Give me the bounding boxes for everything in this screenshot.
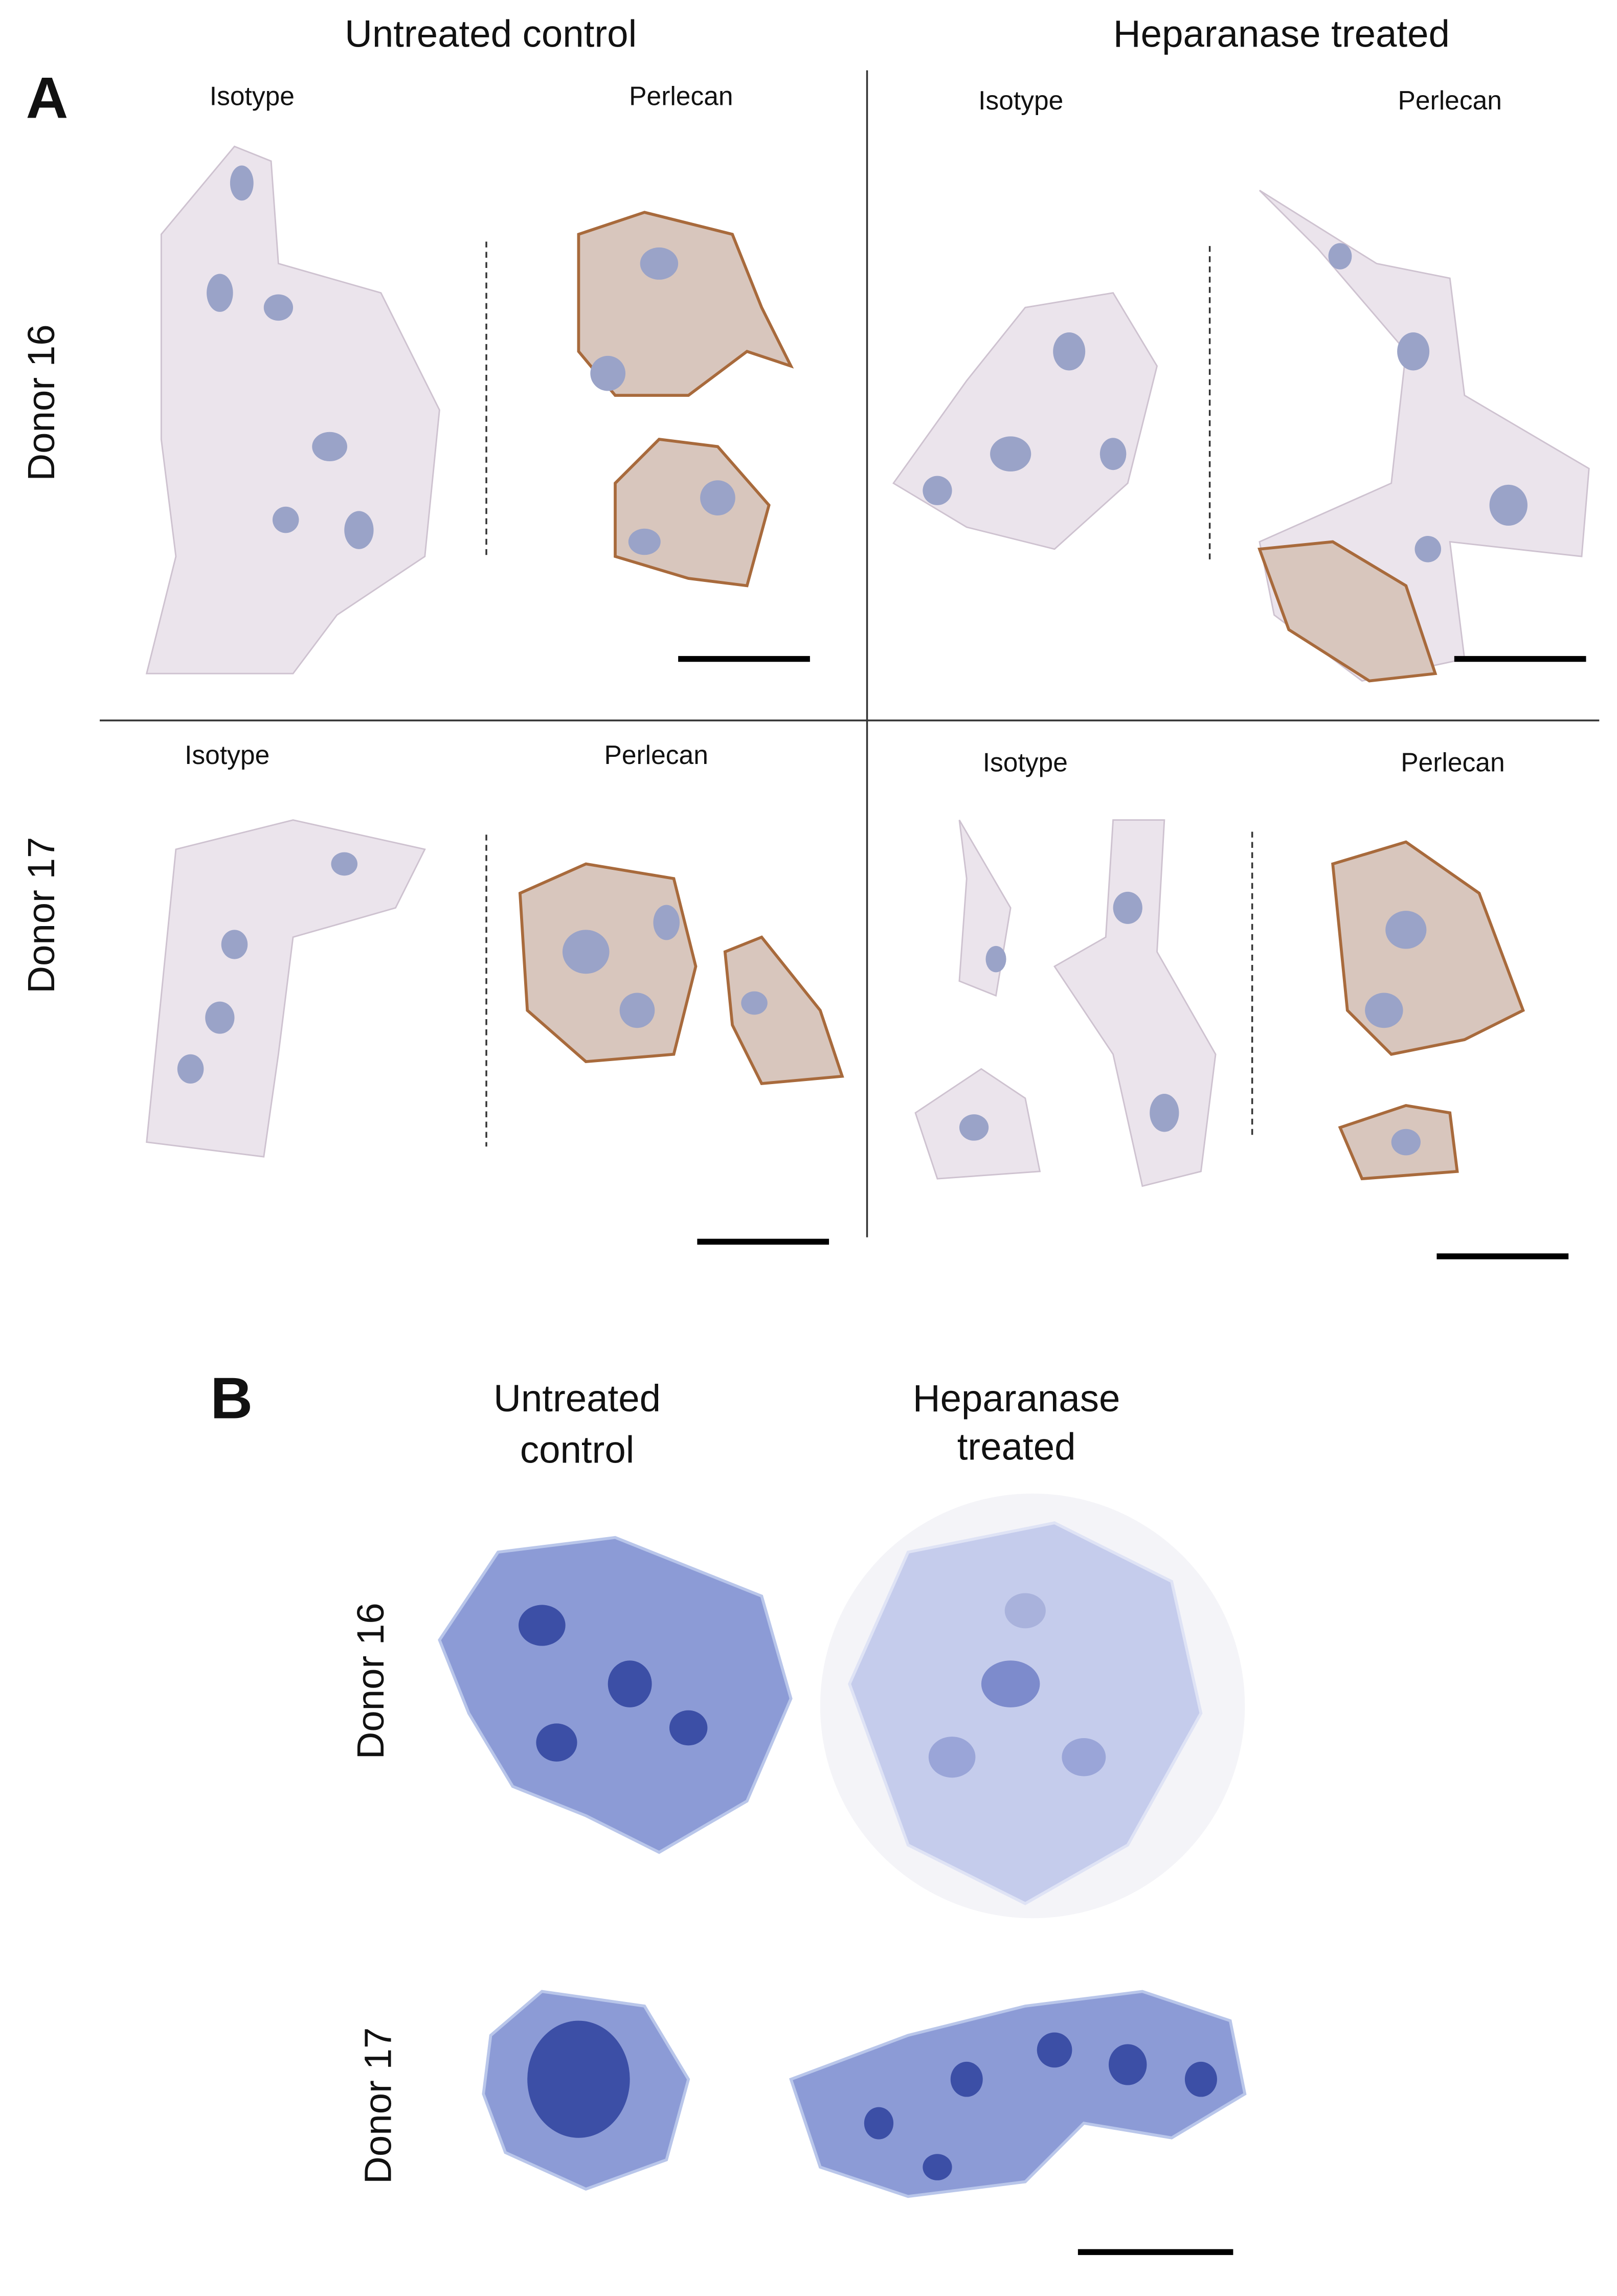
column-header: Untreated xyxy=(493,1377,661,1420)
subpanel-label: Perlecan xyxy=(1401,747,1504,777)
micrograph xyxy=(820,1493,1245,1919)
micrograph xyxy=(1331,840,1525,1181)
micrograph xyxy=(577,211,794,588)
column-header: Untreated control xyxy=(345,12,637,55)
micrograph xyxy=(892,292,1158,550)
micrograph xyxy=(1257,190,1590,683)
micrograph xyxy=(482,1990,690,2191)
micrograph xyxy=(438,1536,793,1854)
column-header: treated xyxy=(957,1426,1076,1468)
panel-label: A xyxy=(26,65,69,131)
row-label: Donor 16 xyxy=(349,1603,392,1759)
subpanel-label: Perlecan xyxy=(1398,85,1502,115)
subpanel-label: Isotype xyxy=(210,81,295,110)
subpanel-label: Perlecan xyxy=(604,740,708,770)
panel-label: B xyxy=(210,1366,253,1431)
column-header: Heparanase xyxy=(913,1377,1120,1420)
column-header: Heparanase treated xyxy=(1113,12,1450,55)
column-header: control xyxy=(520,1428,634,1471)
subpanel-label: Isotype xyxy=(978,85,1063,115)
subpanel-label: Isotype xyxy=(983,747,1068,777)
micrograph xyxy=(145,145,440,674)
row-label: Donor 16 xyxy=(20,324,62,481)
subpanel-label: Perlecan xyxy=(629,81,733,110)
subpanel-label: Isotype xyxy=(185,740,270,770)
row-label: Donor 17 xyxy=(357,2028,399,2184)
row-label: Donor 17 xyxy=(20,837,62,994)
micrograph xyxy=(518,862,844,1086)
micrograph xyxy=(146,819,426,1158)
micrograph xyxy=(914,819,1217,1187)
micrograph xyxy=(789,1990,1247,2198)
